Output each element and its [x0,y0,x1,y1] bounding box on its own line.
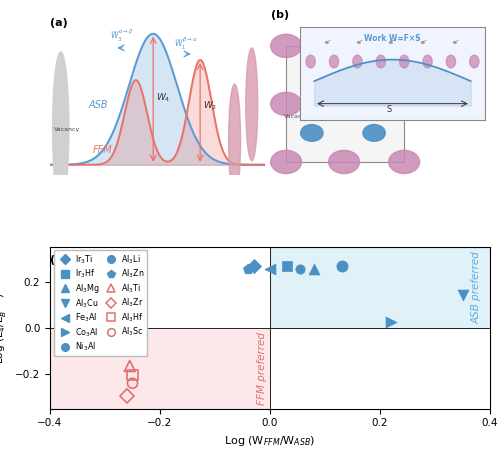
Text: e⁻: e⁻ [325,40,332,45]
Circle shape [423,55,432,68]
Text: (b): (b) [271,10,289,20]
Circle shape [300,124,323,141]
Circle shape [388,34,420,58]
Circle shape [388,92,420,115]
Point [310,266,318,273]
Text: ASB: ASB [88,100,108,110]
Text: (c): (c) [50,256,67,266]
Point [250,262,258,269]
Text: $W_1^{\beta\to\alpha}$: $W_1^{\beta\to\alpha}$ [174,36,198,52]
Circle shape [270,34,302,58]
Text: e⁻: e⁻ [389,40,396,45]
Circle shape [330,55,338,68]
Legend: Ir$_3$Ti, Ir$_3$Hf, Al$_3$Mg, Al$_3$Cu, Fe$_3$Al, Co$_3$Al, Ni$_3$Al, Al$_3$Li, : Ir$_3$Ti, Ir$_3$Hf, Al$_3$Mg, Al$_3$Cu, … [54,250,148,356]
Point [338,262,345,270]
Circle shape [246,48,258,161]
Circle shape [270,150,302,173]
Point [266,266,274,273]
Point [126,362,134,370]
Circle shape [363,124,386,141]
Point [282,262,290,269]
Circle shape [470,55,479,68]
Text: Vacancy: Vacancy [54,127,80,132]
Circle shape [363,66,386,83]
Circle shape [446,55,456,68]
Text: FFM preferred: FFM preferred [257,332,267,405]
Circle shape [400,55,409,68]
Circle shape [376,55,386,68]
Text: Vacancy: Vacancy [284,114,310,119]
Circle shape [52,52,69,205]
Circle shape [328,34,360,58]
Point [387,319,395,326]
Circle shape [300,66,323,83]
Text: S: S [386,105,392,114]
Point [244,265,252,272]
Text: $W_2$: $W_2$ [204,99,218,112]
Text: e⁻: e⁻ [357,40,364,45]
Point [296,266,304,273]
Text: e⁻: e⁻ [421,40,428,45]
Circle shape [306,55,316,68]
Bar [286,46,404,162]
Y-axis label: Log (E$_4$/E$_B^{\beta\rightarrow\alpha}$): Log (E$_4$/E$_B^{\beta\rightarrow\alpha}… [0,292,10,364]
Point [123,392,131,400]
Circle shape [353,55,362,68]
Text: e⁻: e⁻ [453,40,460,45]
Circle shape [228,84,240,197]
X-axis label: Log (W$_{FFM}$/W$_{ASB}$): Log (W$_{FFM}$/W$_{ASB}$) [224,434,316,448]
Circle shape [388,150,420,173]
Text: ASB preferred: ASB preferred [472,251,482,324]
Circle shape [328,150,360,173]
Text: Work W=F×S: Work W=F×S [364,34,421,43]
Text: (a): (a) [50,18,68,28]
Point [128,371,136,379]
Text: FFM: FFM [93,145,112,155]
Circle shape [270,92,302,115]
Text: $W_4$: $W_4$ [156,91,171,104]
Text: $W_3^{\alpha\to\beta}$: $W_3^{\alpha\to\beta}$ [110,28,134,44]
Circle shape [328,92,360,115]
Point [128,380,136,387]
Point [458,291,466,298]
